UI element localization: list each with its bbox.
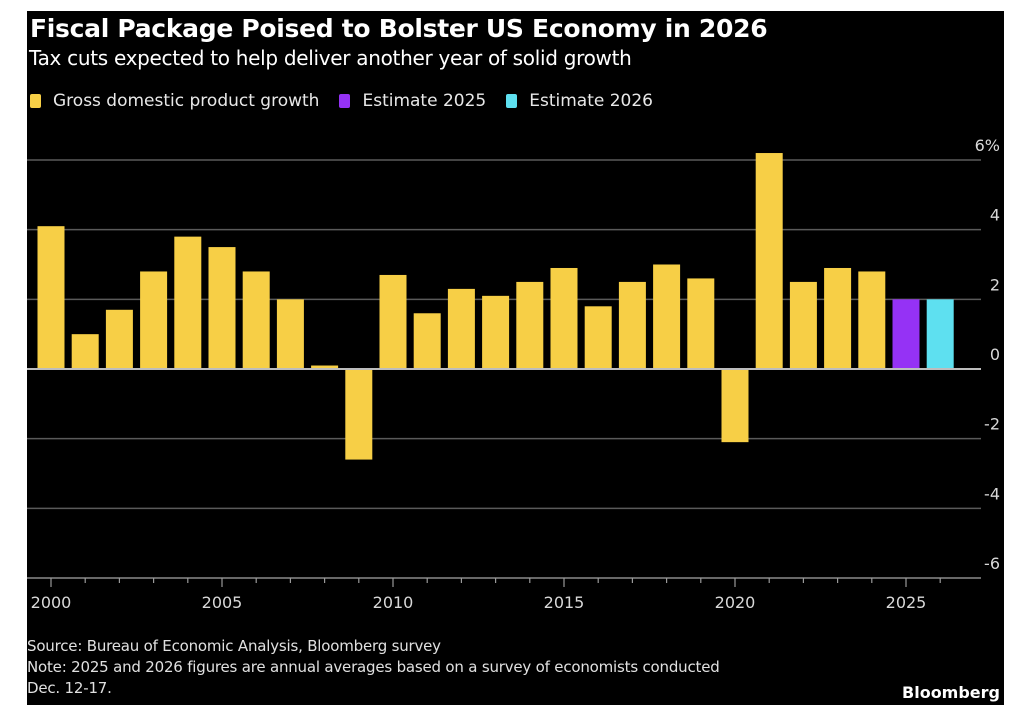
chart-panel: Fiscal Package Poised to Bolster US Econ… (27, 11, 1004, 705)
bar-2000 (37, 226, 65, 369)
x-tick-label: 2000 (31, 593, 72, 612)
legend-swatch-estimate-2025 (339, 94, 351, 108)
x-tick-label: 2010 (373, 593, 414, 612)
y-tick-label: -6 (984, 554, 1000, 573)
y-tick-label: 2 (990, 275, 1000, 294)
gridlines (27, 159, 981, 510)
legend: Gross domestic product growth Estimate 2… (30, 91, 673, 111)
x-tick-label: 2020 (715, 593, 756, 612)
bar-2022 (789, 281, 817, 369)
bar-2012 (447, 288, 475, 369)
bar-2005 (208, 247, 236, 369)
legend-swatch-gdp (30, 94, 41, 108)
bar-2020 (721, 369, 749, 443)
bar-2010 (379, 274, 407, 369)
bar-2002 (105, 309, 133, 369)
methodology-note-cont: Dec. 12-17. (27, 679, 112, 697)
x-axis: 2000 2005 2010 2015 2020 2025 (27, 577, 981, 612)
bar-chart: 6% 4 2 0 -2 -4 -6 2000 2005 2010 2015 2020 2025 (27, 136, 1000, 612)
bar-2003 (140, 271, 168, 369)
source-note: Source: Bureau of Economic Analysis, Blo… (27, 637, 441, 655)
bar-2017 (618, 281, 646, 369)
legend-item-estimate-2026: Estimate 2026 (506, 91, 653, 111)
bar-2006 (242, 271, 270, 369)
bars (37, 153, 954, 460)
bar-2021 (755, 153, 783, 369)
bar-2023 (824, 267, 852, 369)
methodology-note: Note: 2025 and 2026 figures are annual a… (27, 658, 720, 676)
bar-2004 (174, 236, 202, 369)
bar-2018 (653, 264, 681, 369)
legend-item-gdp: Gross domestic product growth (30, 91, 319, 111)
bar-2009 (345, 369, 373, 460)
y-tick-label: -4 (984, 484, 1000, 503)
x-tick-label: 2025 (886, 593, 927, 612)
bloomberg-logo: Bloomberg (902, 683, 1000, 702)
chart-title: Fiscal Package Poised to Bolster US Econ… (30, 14, 768, 43)
footer: Source: Bureau of Economic Analysis, Blo… (27, 636, 720, 699)
bar-2001 (71, 334, 99, 369)
y-tick-label: 6% (975, 136, 1000, 155)
bar-2026 (926, 299, 954, 369)
bar-2019 (687, 278, 715, 369)
bar-2016 (584, 306, 612, 369)
bar-2007 (276, 299, 304, 369)
legend-label-estimate-2025: Estimate 2025 (362, 91, 487, 111)
bar-2011 (413, 313, 441, 369)
y-tick-label: 4 (990, 206, 1000, 225)
y-axis: 6% 4 2 0 -2 -4 -6 (975, 136, 1000, 573)
legend-label-gdp: Gross domestic product growth (53, 91, 320, 111)
x-tick-label: 2005 (202, 593, 243, 612)
bar-2014 (516, 281, 544, 369)
bar-2013 (482, 295, 510, 369)
bar-2008 (311, 365, 339, 369)
chart-subtitle: Tax cuts expected to help deliver anothe… (29, 46, 632, 70)
x-tick-label: 2015 (544, 593, 585, 612)
y-tick-label: -2 (984, 415, 1000, 434)
legend-label-estimate-2026: Estimate 2026 (529, 91, 653, 111)
legend-swatch-estimate-2026 (506, 94, 518, 108)
bar-2024 (858, 271, 886, 369)
bar-2025 (892, 299, 920, 369)
bar-2015 (550, 267, 578, 369)
y-tick-label: 0 (990, 345, 1000, 364)
legend-item-estimate-2025: Estimate 2025 (339, 91, 486, 111)
